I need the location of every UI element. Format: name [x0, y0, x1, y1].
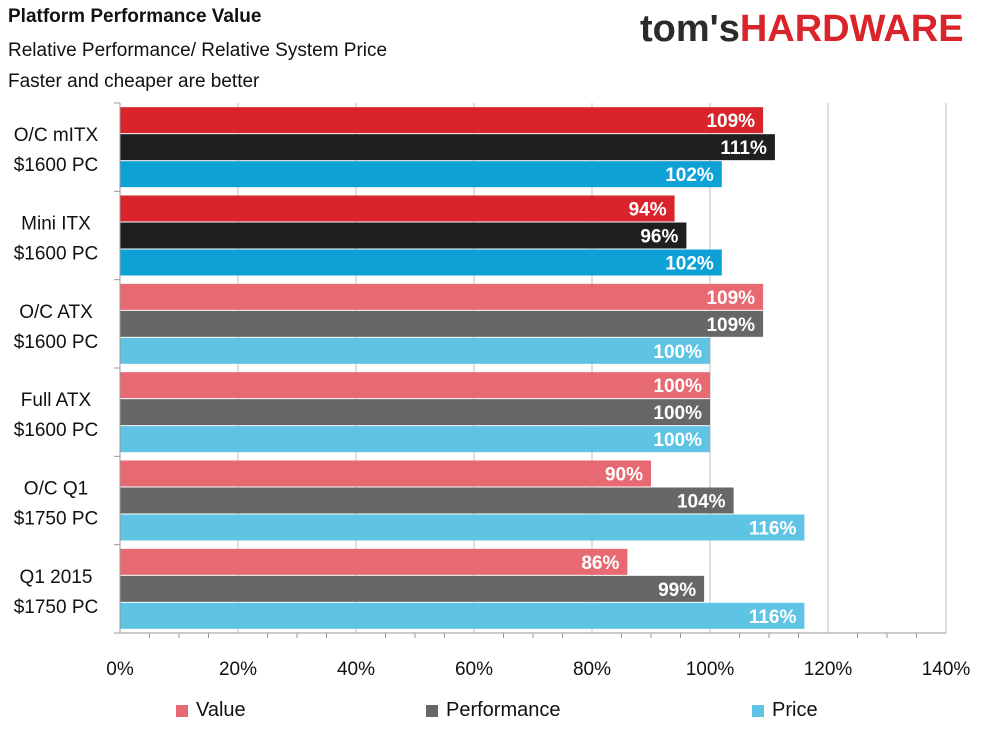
chart-legend: Value Performance Price — [0, 699, 989, 727]
bar-value — [120, 460, 651, 487]
category-label: Mini ITX — [21, 214, 91, 235]
data-label: 96% — [640, 227, 678, 248]
data-label: 99% — [658, 580, 696, 601]
data-label: 102% — [665, 165, 714, 186]
category-label: $1750 PC — [14, 509, 99, 530]
bar-price — [120, 161, 722, 188]
bar-value — [120, 195, 675, 222]
bar-value — [120, 107, 764, 134]
data-label: 94% — [629, 200, 667, 221]
legend-label-price: Price — [772, 699, 818, 721]
legend-label-value: Value — [196, 699, 246, 721]
legend-swatch-performance — [426, 704, 438, 717]
toms-hardware-logo: tom'sHARDWARE — [640, 8, 964, 51]
data-label: 100% — [653, 376, 702, 397]
x-tick-label: 0% — [106, 659, 134, 680]
category-label: O/C ATX — [19, 302, 93, 323]
category-label: O/C mITX — [14, 125, 99, 146]
bar-value — [120, 372, 710, 399]
bar-performance — [120, 575, 705, 602]
bar-performance — [120, 222, 687, 249]
legend-item-performance: Performance — [426, 699, 561, 722]
bar-price — [120, 337, 710, 364]
x-tick-label: 40% — [337, 659, 375, 680]
category-label: $1600 PC — [14, 332, 99, 353]
data-label: 104% — [677, 492, 726, 513]
data-label: 116% — [749, 519, 797, 540]
category-label: $1750 PC — [14, 597, 99, 618]
bar-performance — [120, 487, 734, 514]
x-tick-label: 120% — [804, 659, 853, 680]
data-label: 86% — [581, 553, 619, 574]
category-label: O/C Q1 — [24, 479, 88, 500]
bar-value — [120, 283, 764, 310]
legend-item-value: Value — [176, 699, 246, 722]
data-label: 100% — [653, 430, 702, 451]
bar-performance — [120, 399, 710, 426]
x-tick-label: 100% — [686, 659, 735, 680]
x-tick-label: 140% — [922, 659, 971, 680]
bar-price — [120, 249, 722, 276]
data-label: 102% — [665, 254, 714, 275]
data-label: 109% — [706, 315, 755, 336]
category-label: Q1 2015 — [20, 567, 93, 588]
legend-swatch-price — [752, 704, 764, 717]
bar-performance — [120, 134, 775, 161]
category-label: $1600 PC — [14, 244, 99, 265]
data-label: 109% — [706, 111, 755, 132]
legend-item-price: Price — [752, 699, 818, 722]
data-label: 111% — [720, 138, 767, 159]
data-label: 100% — [653, 342, 702, 363]
logo-text-toms: tom's — [640, 8, 740, 50]
x-tick-label: 20% — [219, 659, 257, 680]
data-label: 90% — [605, 465, 643, 486]
x-tick-label: 60% — [455, 659, 493, 680]
logo-text-hardware: HARDWARE — [739, 8, 964, 50]
legend-label-performance: Performance — [446, 699, 561, 721]
data-label: 116% — [749, 607, 797, 628]
chart-subtitle-2: Faster and cheaper are better — [8, 71, 260, 92]
category-label: $1600 PC — [14, 420, 99, 441]
chart-title: Platform Performance Value — [8, 6, 262, 27]
bar-price — [120, 514, 805, 541]
legend-swatch-value — [176, 704, 188, 717]
chart-subtitle-1: Relative Performance/ Relative System Pr… — [8, 40, 388, 61]
x-tick-label: 80% — [573, 659, 611, 680]
category-label: $1600 PC — [14, 155, 99, 176]
bar-price — [120, 426, 710, 453]
category-label: Full ATX — [21, 390, 92, 411]
bar-value — [120, 548, 628, 575]
bar-performance — [120, 310, 764, 337]
data-label: 100% — [653, 403, 702, 424]
bar-price — [120, 602, 805, 629]
data-label: 109% — [706, 288, 755, 309]
